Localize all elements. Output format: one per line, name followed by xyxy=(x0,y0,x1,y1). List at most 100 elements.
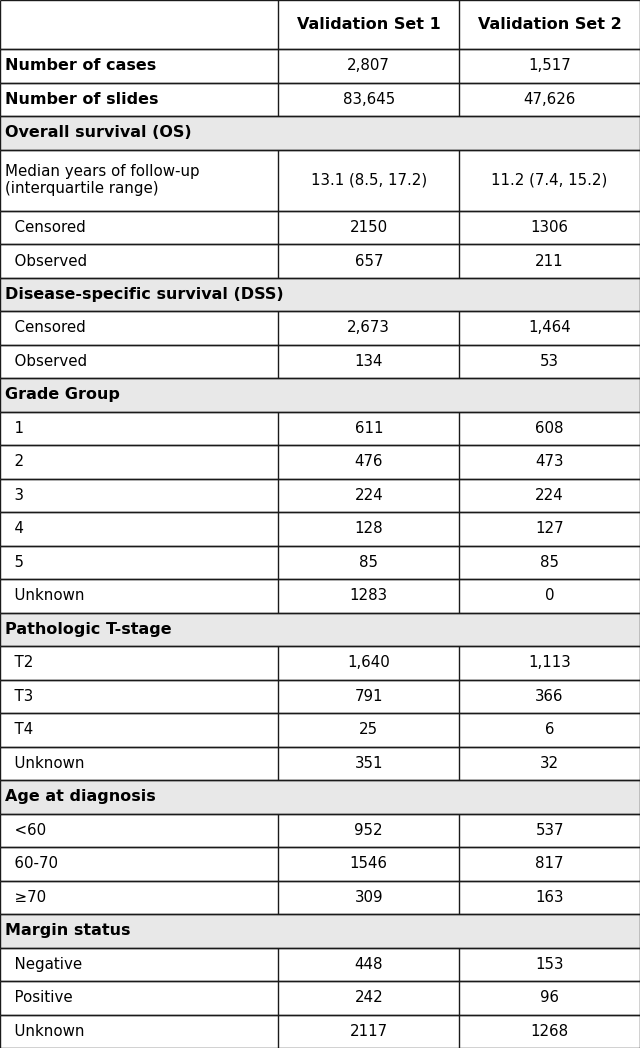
Bar xyxy=(0,244,640,278)
Bar xyxy=(0,981,640,1014)
Text: 53: 53 xyxy=(540,354,559,369)
Text: 224: 224 xyxy=(355,488,383,503)
Text: 153: 153 xyxy=(535,957,564,971)
Bar xyxy=(0,83,640,116)
Text: Disease-specific survival (DSS): Disease-specific survival (DSS) xyxy=(5,287,284,302)
Bar xyxy=(0,813,640,847)
Text: Median years of follow-up
(interquartile range): Median years of follow-up (interquartile… xyxy=(5,165,200,196)
Text: 85: 85 xyxy=(540,554,559,570)
Text: 2,673: 2,673 xyxy=(348,321,390,335)
Text: 1,113: 1,113 xyxy=(528,655,571,671)
Text: T4: T4 xyxy=(5,722,33,738)
Bar xyxy=(0,914,640,947)
Text: 96: 96 xyxy=(540,990,559,1005)
Text: 351: 351 xyxy=(355,756,383,771)
Text: 1306: 1306 xyxy=(531,220,568,235)
Text: 608: 608 xyxy=(535,421,564,436)
Bar xyxy=(0,713,640,746)
Text: 1283: 1283 xyxy=(349,588,388,604)
Text: Overall survival (OS): Overall survival (OS) xyxy=(5,126,191,140)
Text: Censored: Censored xyxy=(5,321,86,335)
Text: 60-70: 60-70 xyxy=(5,856,58,871)
Text: 32: 32 xyxy=(540,756,559,771)
Text: 128: 128 xyxy=(355,522,383,537)
Text: ≥70: ≥70 xyxy=(5,890,46,904)
Text: 657: 657 xyxy=(355,254,383,268)
Text: 1,464: 1,464 xyxy=(528,321,571,335)
Bar xyxy=(0,116,640,150)
Text: Number of slides: Number of slides xyxy=(5,92,159,107)
Bar xyxy=(0,746,640,780)
Bar xyxy=(0,679,640,713)
Bar xyxy=(0,512,640,546)
Text: 476: 476 xyxy=(355,455,383,470)
Bar xyxy=(0,947,640,981)
Text: 6: 6 xyxy=(545,722,554,738)
Text: Negative: Negative xyxy=(5,957,82,971)
Text: 1: 1 xyxy=(5,421,24,436)
Text: Positive: Positive xyxy=(5,990,72,1005)
Text: Censored: Censored xyxy=(5,220,86,235)
Text: 2150: 2150 xyxy=(349,220,388,235)
Bar xyxy=(0,880,640,914)
Bar xyxy=(0,1014,640,1048)
Text: 537: 537 xyxy=(535,823,564,837)
Text: Number of cases: Number of cases xyxy=(5,59,156,73)
Text: Pathologic T-stage: Pathologic T-stage xyxy=(5,621,172,637)
Text: 4: 4 xyxy=(5,522,24,537)
Text: 163: 163 xyxy=(535,890,564,904)
Text: 211: 211 xyxy=(535,254,564,268)
Text: Unknown: Unknown xyxy=(5,756,84,771)
Bar xyxy=(0,546,640,580)
Text: 791: 791 xyxy=(355,689,383,704)
Text: 2: 2 xyxy=(5,455,24,470)
Bar xyxy=(0,847,640,880)
Text: Unknown: Unknown xyxy=(5,588,84,604)
Text: 47,626: 47,626 xyxy=(524,92,576,107)
Text: Unknown: Unknown xyxy=(5,1024,84,1039)
Text: 1268: 1268 xyxy=(531,1024,569,1039)
Text: 309: 309 xyxy=(355,890,383,904)
Bar xyxy=(0,49,640,83)
Text: 242: 242 xyxy=(355,990,383,1005)
Bar xyxy=(0,445,640,479)
Text: 224: 224 xyxy=(535,488,564,503)
Text: Grade Group: Grade Group xyxy=(5,388,120,402)
Bar xyxy=(0,311,640,345)
Text: 11.2 (7.4, 15.2): 11.2 (7.4, 15.2) xyxy=(492,173,608,188)
Text: 13.1 (8.5, 17.2): 13.1 (8.5, 17.2) xyxy=(310,173,427,188)
Text: 127: 127 xyxy=(535,522,564,537)
Bar xyxy=(0,0,640,49)
Text: Validation Set 2: Validation Set 2 xyxy=(477,17,621,32)
Bar xyxy=(0,580,640,613)
Text: Margin status: Margin status xyxy=(5,923,131,938)
Text: 134: 134 xyxy=(355,354,383,369)
Text: Observed: Observed xyxy=(5,354,87,369)
Text: 5: 5 xyxy=(5,554,24,570)
Bar xyxy=(0,211,640,244)
Bar xyxy=(0,647,640,679)
Bar xyxy=(0,613,640,647)
Text: 366: 366 xyxy=(535,689,564,704)
Text: 83,645: 83,645 xyxy=(342,92,395,107)
Bar xyxy=(0,378,640,412)
Text: 1,517: 1,517 xyxy=(528,59,571,73)
Text: 85: 85 xyxy=(359,554,378,570)
Text: Observed: Observed xyxy=(5,254,87,268)
Text: <60: <60 xyxy=(5,823,46,837)
Text: 473: 473 xyxy=(535,455,564,470)
Text: 1546: 1546 xyxy=(350,856,388,871)
Text: 817: 817 xyxy=(535,856,564,871)
Text: 611: 611 xyxy=(355,421,383,436)
Text: T3: T3 xyxy=(5,689,33,704)
Bar xyxy=(0,780,640,813)
Text: 2,807: 2,807 xyxy=(348,59,390,73)
Bar xyxy=(0,150,640,211)
Bar xyxy=(0,345,640,378)
Text: 3: 3 xyxy=(5,488,24,503)
Text: 2117: 2117 xyxy=(349,1024,388,1039)
Text: Validation Set 1: Validation Set 1 xyxy=(297,17,441,32)
Text: 1,640: 1,640 xyxy=(348,655,390,671)
Text: T2: T2 xyxy=(5,655,33,671)
Bar xyxy=(0,412,640,445)
